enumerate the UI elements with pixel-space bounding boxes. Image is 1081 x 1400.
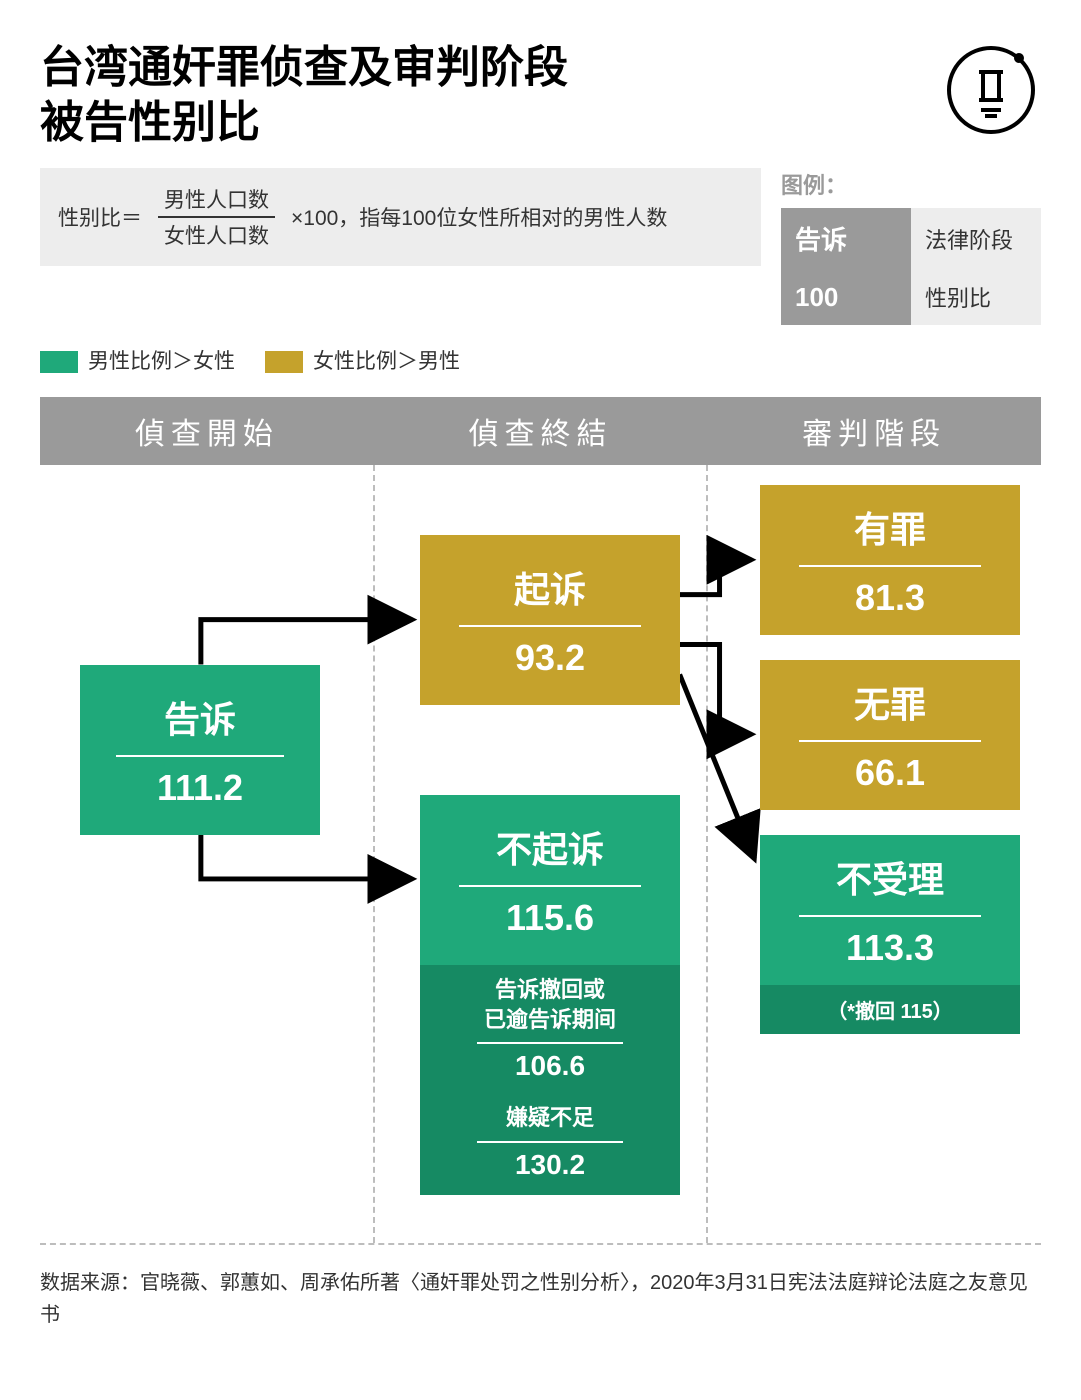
legend-stage-desc: 法律阶段	[911, 208, 1041, 269]
node-complaint-value: 111.2	[157, 767, 243, 809]
title-line1: 台湾通奸罪侦查及审判阶段	[40, 43, 568, 92]
subnode-withdrawn-label: 告诉撤回或已逾告诉期间	[428, 975, 672, 1034]
legend-stage-example: 告诉	[781, 208, 911, 269]
node-not_guilty: 无罪 66.1	[760, 660, 1020, 810]
source-note: 数据来源：官晓薇、郭蕙如、周承佑所著〈通奸罪处罚之性别分析〉，2020年3月31…	[40, 1267, 1041, 1331]
node-indict-value: 93.2	[515, 637, 585, 679]
stage-2: 偵查終結	[374, 397, 708, 465]
legend-ratio-desc: 性别比	[911, 269, 1041, 325]
node-not_guilty-label: 无罪	[854, 676, 926, 728]
node-guilty: 有罪 81.3	[760, 485, 1020, 635]
formula-box: 性别比＝ 男性人口数 女性人口数 ×100，指每100位女性所相对的男性人数	[40, 168, 761, 266]
gold-legend-label: 女性比例＞男性	[313, 350, 460, 373]
legend-box: 图例： 告诉 法律阶段 100 性别比	[781, 168, 1041, 325]
page-title: 台湾通奸罪侦查及审判阶段 被告性别比	[40, 40, 568, 150]
subnode-insufficient: 嫌疑不足 130.2	[420, 1093, 680, 1195]
formula-prefix: 性别比＝	[58, 202, 142, 232]
node-no_indict: 不起诉 115.6	[420, 795, 680, 965]
node-complaint: 告诉 111.2	[80, 665, 320, 835]
swatch-green	[40, 351, 78, 373]
legend-ratio-example: 100	[781, 269, 911, 325]
green-legend-label: 男性比例＞女性	[88, 350, 235, 373]
formula-suffix: ×100，指每100位女性所相对的男性人数	[291, 202, 667, 232]
node-guilty-label: 有罪	[854, 501, 926, 553]
color-legend: 男性比例＞女性 女性比例＞男性	[40, 345, 1041, 375]
stage-1: 偵查開始	[40, 397, 374, 465]
node-dismissed-value: 113.3	[846, 927, 934, 969]
flow-area: 告诉 111.2 起诉 93.2 不起诉 115.6 有罪 81.3 无罪 66.1 不受理 113.…	[40, 465, 1041, 1245]
legend-title: 图例：	[781, 168, 1041, 200]
node-dismissed: 不受理 113.3	[760, 835, 1020, 985]
node-indict-label: 起诉	[514, 561, 586, 613]
subnode-withdrawn: 告诉撤回或已逾告诉期间 106.6	[420, 965, 680, 1096]
node-no_indict-value: 115.6	[506, 897, 594, 939]
subnode-insufficient-label: 嫌疑不足	[428, 1103, 672, 1133]
formula-denominator: 女性人口数	[158, 218, 275, 252]
node-dismissed-label: 不受理	[836, 851, 944, 903]
dismissed-note: （*撤回 115）	[760, 985, 1020, 1034]
node-guilty-value: 81.3	[855, 577, 925, 619]
node-indict: 起诉 93.2	[420, 535, 680, 705]
stage-header: 偵查開始 偵查終結 審判階段	[40, 397, 1041, 465]
formula-numerator: 男性人口数	[158, 182, 275, 216]
title-line2: 被告性别比	[40, 98, 260, 147]
node-not_guilty-value: 66.1	[855, 752, 925, 794]
stage-3: 審判階段	[707, 397, 1041, 465]
subnode-withdrawn-value: 106.6	[428, 1050, 672, 1082]
logo-icon	[941, 40, 1041, 140]
node-complaint-label: 告诉	[164, 691, 236, 743]
swatch-gold	[265, 351, 303, 373]
node-no_indict-label: 不起诉	[496, 821, 604, 873]
formula-fraction: 男性人口数 女性人口数	[158, 182, 275, 252]
subnode-insufficient-value: 130.2	[428, 1149, 672, 1181]
